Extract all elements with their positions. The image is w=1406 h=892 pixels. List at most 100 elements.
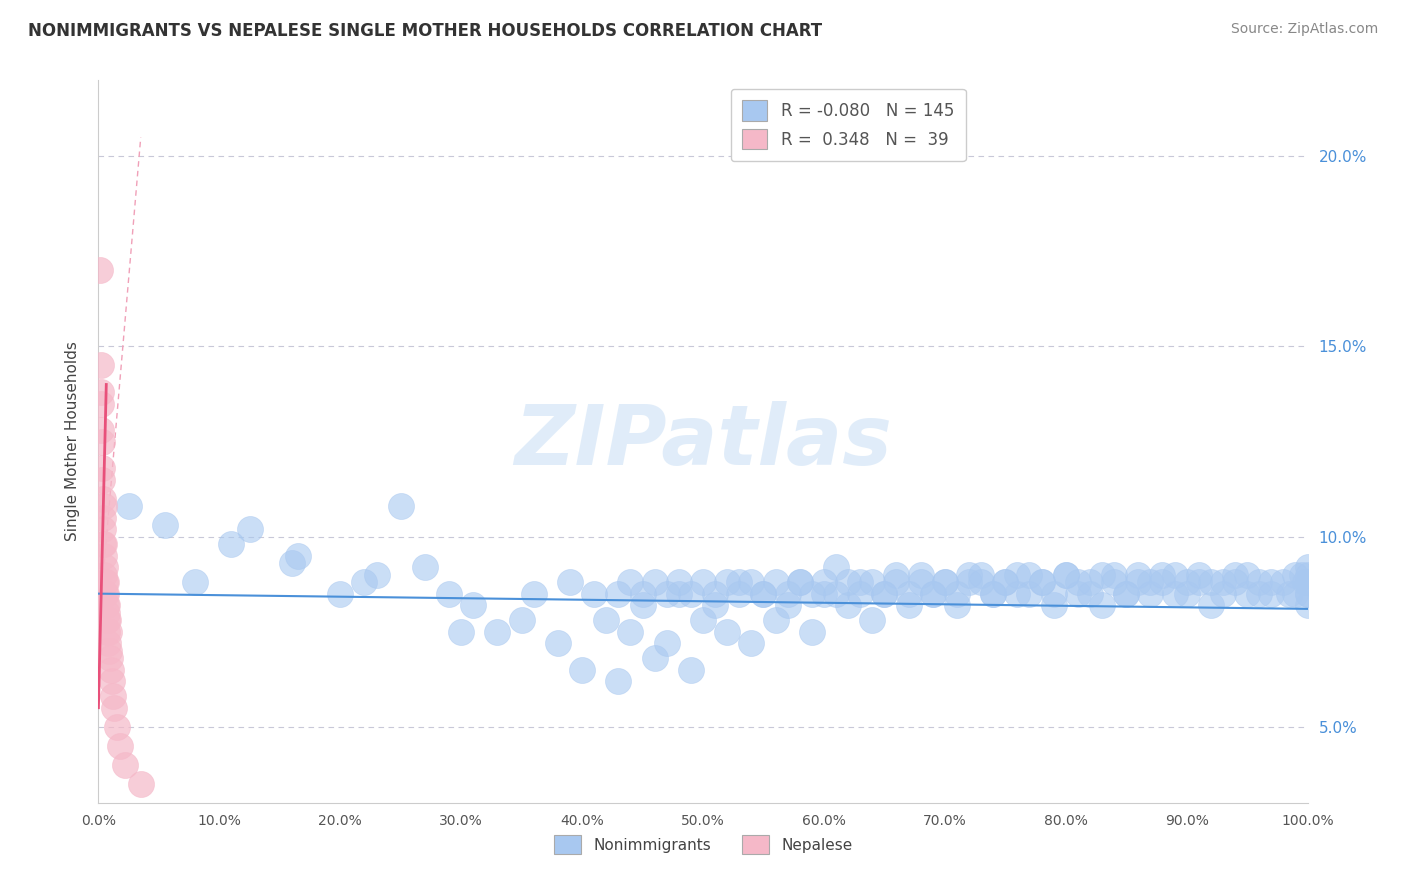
Point bbox=[1249, 575, 1271, 590]
Point bbox=[716, 575, 738, 590]
Point bbox=[583, 587, 606, 601]
Point bbox=[96, 613, 118, 627]
Point bbox=[1199, 598, 1222, 612]
Point bbox=[873, 587, 896, 601]
Point bbox=[1115, 587, 1137, 601]
Point bbox=[897, 598, 920, 612]
Point bbox=[523, 587, 546, 601]
Point bbox=[1188, 567, 1211, 582]
Point bbox=[813, 575, 835, 590]
Point bbox=[910, 567, 932, 582]
Point bbox=[463, 598, 485, 612]
Point bbox=[1054, 567, 1077, 582]
Point bbox=[1296, 575, 1319, 590]
Point bbox=[644, 651, 666, 665]
Point bbox=[1152, 575, 1174, 590]
Point bbox=[1031, 575, 1053, 590]
Point bbox=[1128, 567, 1150, 582]
Point bbox=[752, 587, 775, 601]
Point bbox=[679, 663, 702, 677]
Point bbox=[1007, 587, 1029, 601]
Point bbox=[1128, 575, 1150, 590]
Point bbox=[740, 636, 762, 650]
Point bbox=[103, 700, 125, 714]
Point bbox=[1260, 587, 1282, 601]
Point bbox=[679, 587, 702, 601]
Point bbox=[91, 491, 114, 506]
Point bbox=[153, 518, 176, 533]
Point bbox=[860, 575, 883, 590]
Point bbox=[837, 575, 859, 590]
Point bbox=[1078, 575, 1101, 590]
Point bbox=[728, 587, 751, 601]
Point bbox=[776, 587, 799, 601]
Point bbox=[93, 499, 115, 513]
Point bbox=[118, 499, 141, 513]
Legend: Nonimmigrants, Nepalese: Nonimmigrants, Nepalese bbox=[547, 830, 859, 860]
Point bbox=[849, 575, 872, 590]
Point bbox=[1212, 575, 1234, 590]
Point bbox=[970, 575, 993, 590]
Point bbox=[90, 423, 112, 437]
Point bbox=[329, 587, 352, 601]
Point bbox=[1296, 567, 1319, 582]
Point bbox=[1236, 587, 1258, 601]
Point bbox=[825, 587, 848, 601]
Point bbox=[873, 587, 896, 601]
Text: Source: ZipAtlas.com: Source: ZipAtlas.com bbox=[1230, 22, 1378, 37]
Point bbox=[728, 575, 751, 590]
Point bbox=[1163, 567, 1185, 582]
Point bbox=[765, 575, 787, 590]
Point bbox=[704, 598, 727, 612]
Point bbox=[96, 624, 118, 639]
Point bbox=[1163, 587, 1185, 601]
Point bbox=[1272, 575, 1295, 590]
Point bbox=[1199, 575, 1222, 590]
Point bbox=[287, 549, 309, 563]
Point bbox=[93, 549, 115, 563]
Point bbox=[668, 587, 690, 601]
Point bbox=[1284, 587, 1306, 601]
Text: ZIPatlas: ZIPatlas bbox=[515, 401, 891, 482]
Point bbox=[437, 587, 460, 601]
Point bbox=[1296, 587, 1319, 601]
Point bbox=[114, 757, 136, 772]
Point bbox=[752, 587, 775, 601]
Point bbox=[921, 587, 943, 601]
Point bbox=[1007, 567, 1029, 582]
Point bbox=[668, 575, 690, 590]
Point bbox=[1018, 567, 1040, 582]
Point bbox=[946, 598, 969, 612]
Point bbox=[90, 396, 112, 410]
Point bbox=[184, 575, 207, 590]
Point bbox=[101, 690, 124, 704]
Point bbox=[366, 567, 388, 582]
Point bbox=[921, 587, 943, 601]
Point bbox=[994, 575, 1017, 590]
Point bbox=[1018, 587, 1040, 601]
Point bbox=[813, 587, 835, 601]
Point bbox=[1054, 567, 1077, 582]
Point bbox=[1031, 575, 1053, 590]
Point bbox=[957, 575, 980, 590]
Point bbox=[825, 560, 848, 574]
Point bbox=[655, 636, 678, 650]
Point bbox=[970, 567, 993, 582]
Point bbox=[1102, 575, 1125, 590]
Point bbox=[837, 598, 859, 612]
Point bbox=[558, 575, 581, 590]
Point bbox=[1294, 575, 1316, 590]
Point bbox=[100, 663, 122, 677]
Point bbox=[946, 587, 969, 601]
Point bbox=[1067, 587, 1090, 601]
Point bbox=[89, 263, 111, 277]
Point bbox=[1260, 575, 1282, 590]
Point bbox=[789, 575, 811, 590]
Point bbox=[96, 587, 118, 601]
Point bbox=[631, 587, 654, 601]
Point bbox=[800, 587, 823, 601]
Point bbox=[765, 613, 787, 627]
Point bbox=[849, 587, 872, 601]
Point bbox=[90, 473, 112, 487]
Point bbox=[98, 643, 121, 657]
